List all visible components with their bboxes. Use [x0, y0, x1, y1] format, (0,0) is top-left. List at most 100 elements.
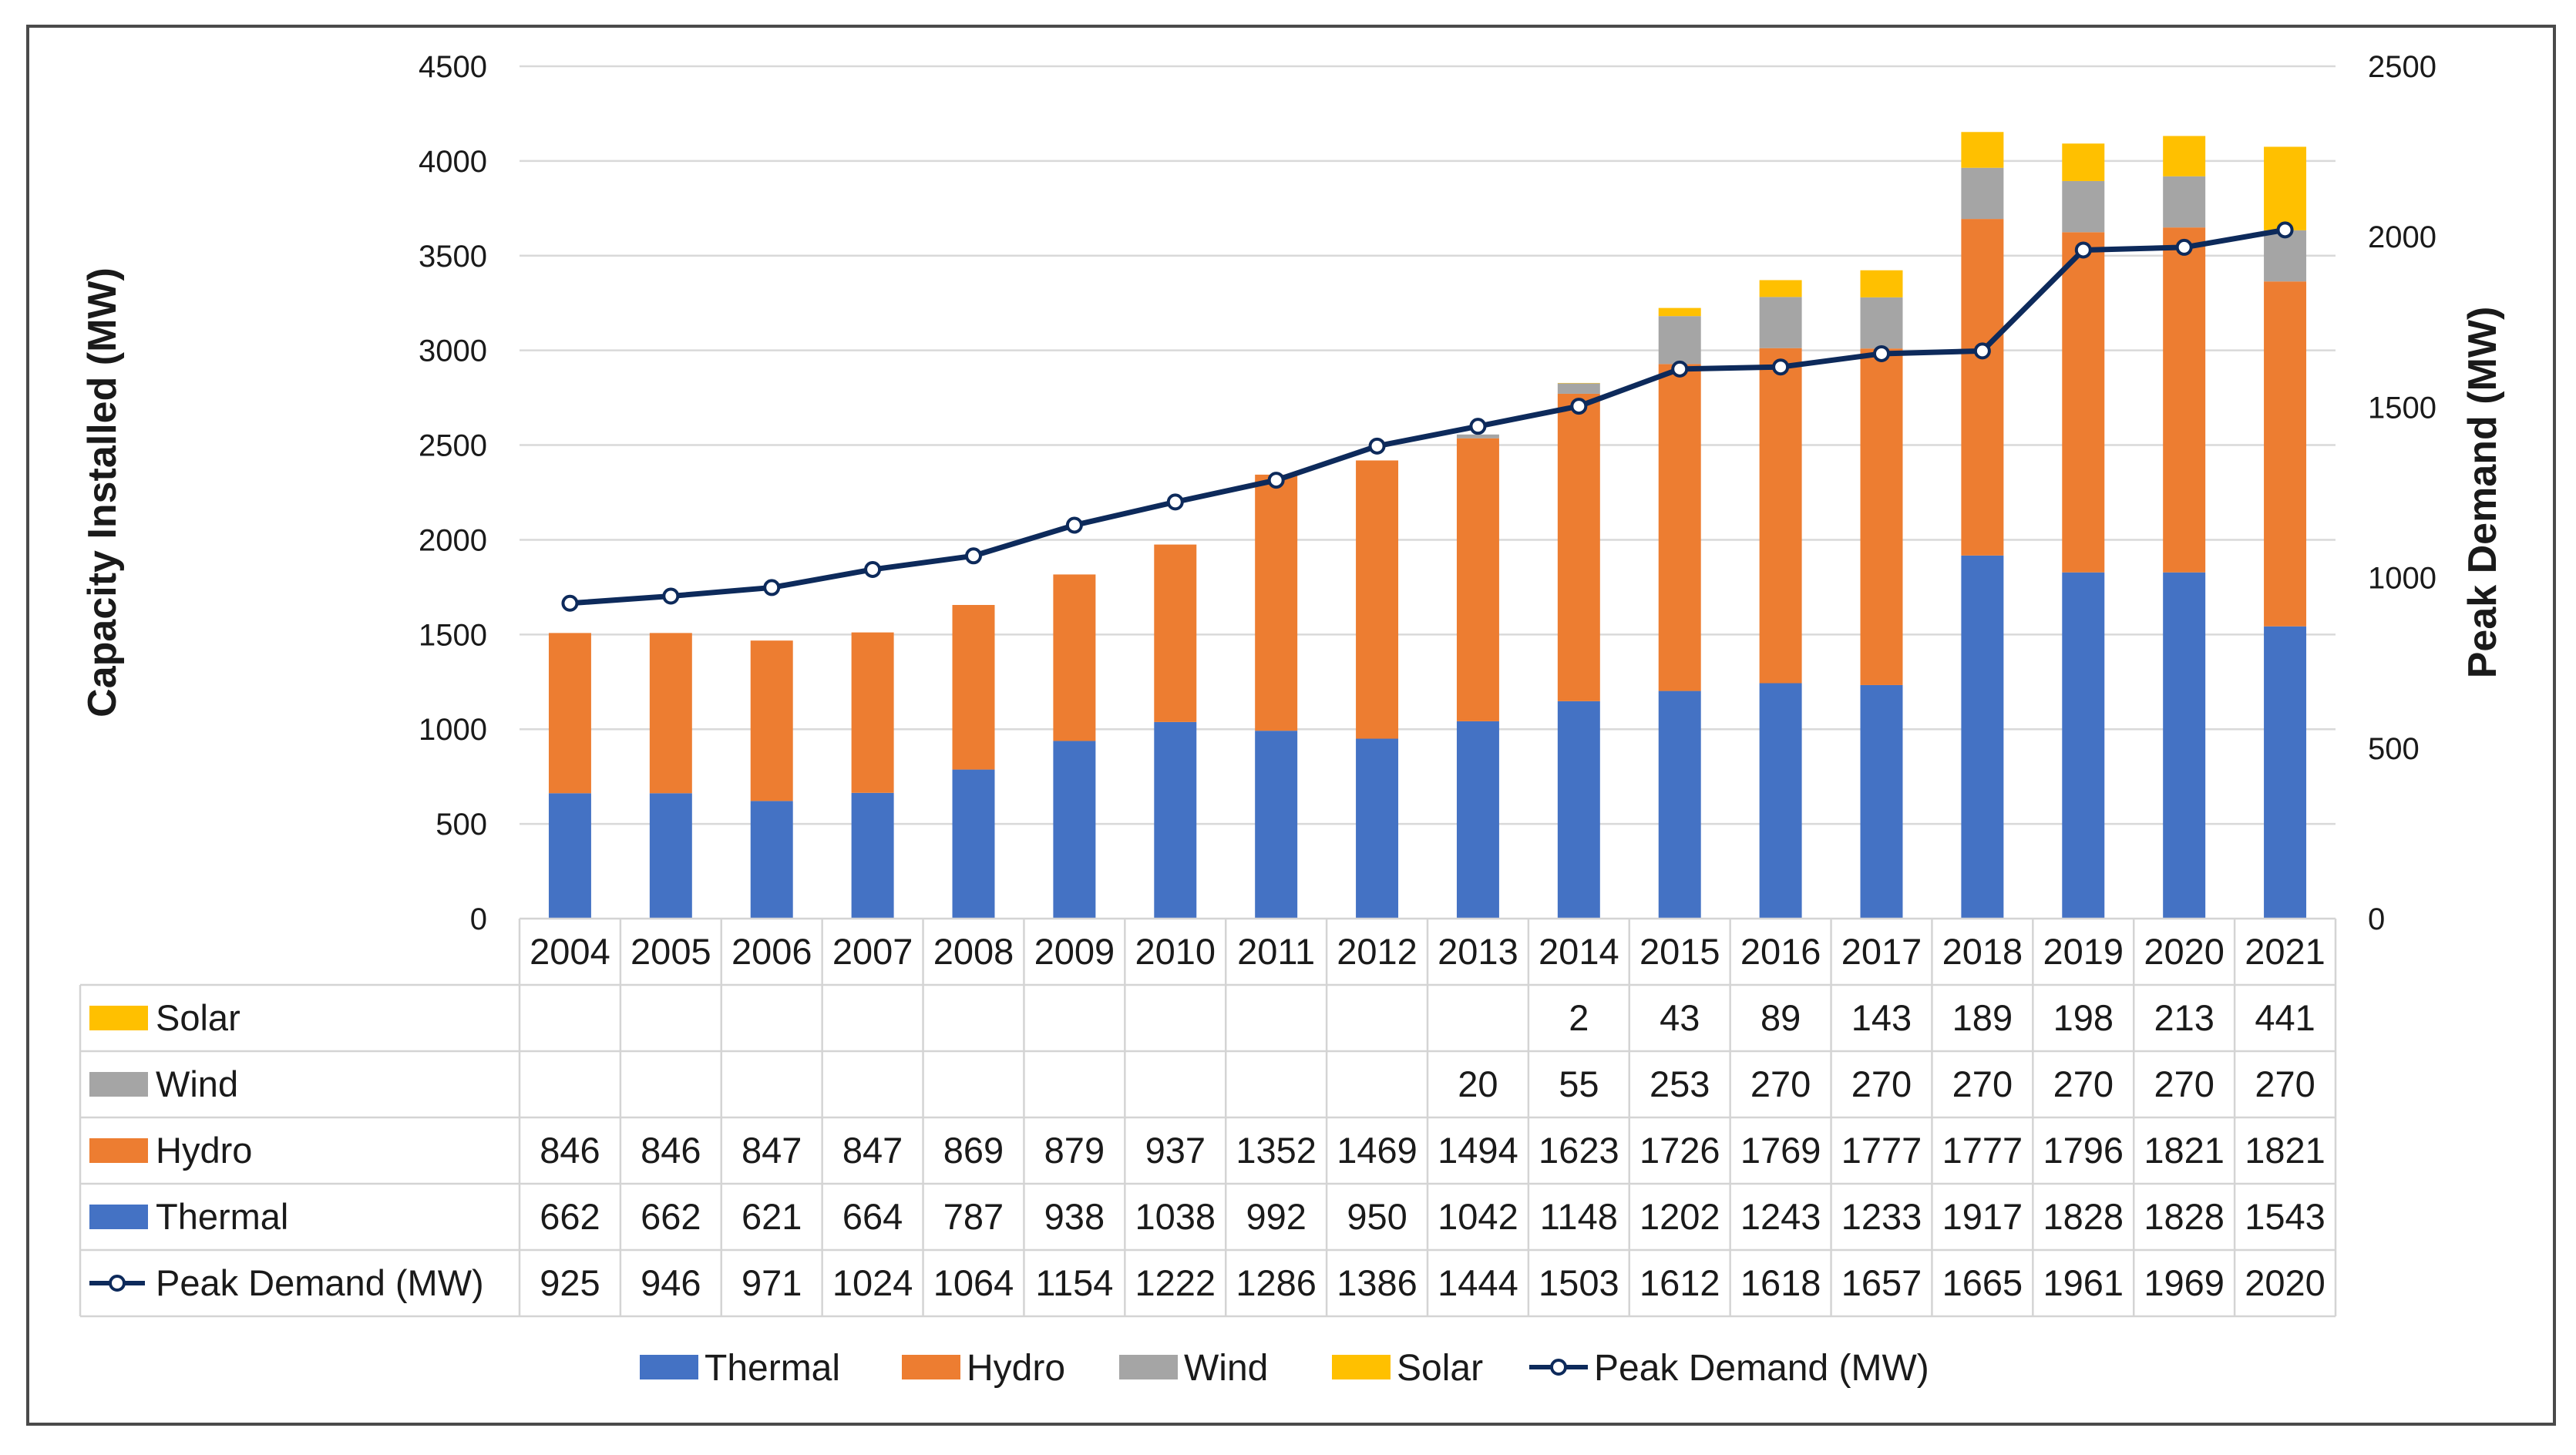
- data-label: 1469: [1337, 1130, 1417, 1171]
- data-label: 946: [641, 1262, 701, 1303]
- category-label: 2019: [2043, 931, 2124, 972]
- bar-hydro: [1456, 438, 1499, 721]
- y-tick-label: 1500: [419, 618, 487, 652]
- data-label: 1222: [1135, 1262, 1216, 1303]
- data-label: 270: [1851, 1064, 1912, 1104]
- point-peak-demand-mw: [1671, 360, 1689, 378]
- category-label: 2013: [1438, 931, 1518, 972]
- bar-wind: [1860, 297, 1903, 349]
- data-label: 1202: [1639, 1196, 1720, 1237]
- bar-thermal: [1557, 701, 1600, 919]
- axes: 0 500 1000 1500 2000 2500 3000 3500 4000 4500 0 500…: [80, 50, 2505, 936]
- category-label: 2017: [1841, 931, 1922, 972]
- category-label: 2016: [1740, 931, 1821, 972]
- point-peak-demand-mw: [1469, 418, 1487, 435]
- point-peak-demand-mw: [2276, 221, 2294, 239]
- y-tick-label: 500: [435, 808, 487, 842]
- data-label: 787: [943, 1196, 1004, 1237]
- table-row-label: Solar: [156, 997, 240, 1038]
- data-label: 971: [742, 1262, 802, 1303]
- point-peak-demand-mw: [965, 547, 982, 565]
- data-label: 950: [1347, 1196, 1407, 1237]
- data-label: 2: [1569, 997, 1589, 1038]
- data-label: 1038: [1135, 1196, 1216, 1237]
- bars: [548, 132, 2307, 919]
- y2-tick-label: 2500: [2368, 50, 2436, 84]
- bar-solar: [2163, 136, 2206, 176]
- bar-hydro: [1961, 219, 2004, 556]
- bar-solar: [2264, 146, 2307, 230]
- bar-hydro: [1759, 348, 1802, 684]
- data-label: 1543: [2245, 1196, 2325, 1237]
- y2-tick-label: 0: [2368, 902, 2385, 936]
- bar-wind: [2062, 180, 2105, 233]
- data-label: 1286: [1236, 1262, 1317, 1303]
- legend-key-thermal: [640, 1355, 698, 1379]
- y2-tick-label: 500: [2368, 732, 2420, 766]
- bar-thermal: [1154, 721, 1197, 919]
- bar-hydro: [851, 632, 894, 793]
- legend: Thermal Hydro Wind Solar Peak Demand (MW): [640, 1348, 1929, 1389]
- data-label: 270: [2053, 1064, 2114, 1104]
- data-label: 1665: [1942, 1262, 2023, 1303]
- bar-thermal: [851, 792, 894, 919]
- bar-thermal: [2062, 572, 2105, 919]
- point-peak-demand-mw: [1570, 398, 1588, 415]
- data-label: 189: [1952, 997, 2013, 1038]
- data-label: 846: [540, 1130, 600, 1171]
- bar-thermal: [750, 801, 793, 919]
- bar-solar: [2062, 143, 2105, 181]
- data-label: 1777: [1942, 1130, 2023, 1171]
- bar-wind: [1759, 297, 1802, 348]
- data-label: 1961: [2043, 1262, 2124, 1303]
- chart-frame: [26, 25, 2556, 1426]
- data-label: 662: [540, 1196, 600, 1237]
- data-label: 1796: [2043, 1130, 2124, 1171]
- bar-solar: [1961, 132, 2004, 168]
- data-table: 2004 2005 2006 2007 2008 2009 2010 2011 2012 2013…: [79, 917, 2337, 1318]
- point-peak-demand-mw: [1873, 344, 1890, 362]
- category-label: 2012: [1337, 931, 1417, 972]
- bar-thermal: [1356, 738, 1399, 919]
- bar-thermal: [1658, 691, 1701, 919]
- y2-axis-title: Peak Demand (MW): [2460, 307, 2505, 679]
- y-tick-label: 3500: [419, 240, 487, 274]
- data-label: 846: [641, 1130, 701, 1171]
- peak-demand-line: [561, 221, 2294, 612]
- category-label: 2011: [1237, 931, 1315, 972]
- table-row-label: Wind: [156, 1064, 238, 1104]
- legend-label: Wind: [1184, 1348, 1268, 1389]
- data-label: 55: [1559, 1064, 1599, 1104]
- point-peak-demand-mw: [763, 579, 781, 596]
- y-tick-label: 3000: [419, 334, 487, 368]
- bar-solar: [1658, 307, 1701, 317]
- data-label: 1154: [1035, 1262, 1113, 1303]
- bar-thermal: [1255, 731, 1298, 919]
- bar-hydro: [1557, 393, 1600, 701]
- legend-label: Solar: [1397, 1348, 1483, 1389]
- data-label: 1623: [1539, 1130, 1619, 1171]
- point-peak-demand-mw: [2175, 238, 2193, 256]
- legend-key-solar: [1332, 1355, 1391, 1379]
- bar-hydro: [1356, 460, 1399, 739]
- data-label: 1494: [1438, 1130, 1518, 1171]
- bar-thermal: [1456, 721, 1499, 919]
- y-tick-label: 0: [470, 902, 487, 936]
- line-peak-demand-mw: [570, 227, 2286, 607]
- data-label: 270: [2154, 1064, 2214, 1104]
- bar-wind: [1557, 383, 1600, 394]
- data-label: 1828: [2144, 1196, 2225, 1237]
- data-label: 441: [2255, 997, 2315, 1038]
- data-label: 879: [1044, 1130, 1105, 1171]
- legend-label: Thermal: [705, 1348, 840, 1389]
- bar-wind: [1961, 167, 2004, 220]
- data-label: 143: [1851, 997, 1912, 1038]
- bar-wind: [2163, 176, 2206, 228]
- data-label: 869: [943, 1130, 1004, 1171]
- data-label: 1148: [1540, 1196, 1618, 1237]
- data-label: 198: [2053, 997, 2114, 1038]
- data-label: 937: [1145, 1130, 1206, 1171]
- data-label: 2020: [2245, 1262, 2325, 1303]
- bar-hydro: [649, 633, 692, 794]
